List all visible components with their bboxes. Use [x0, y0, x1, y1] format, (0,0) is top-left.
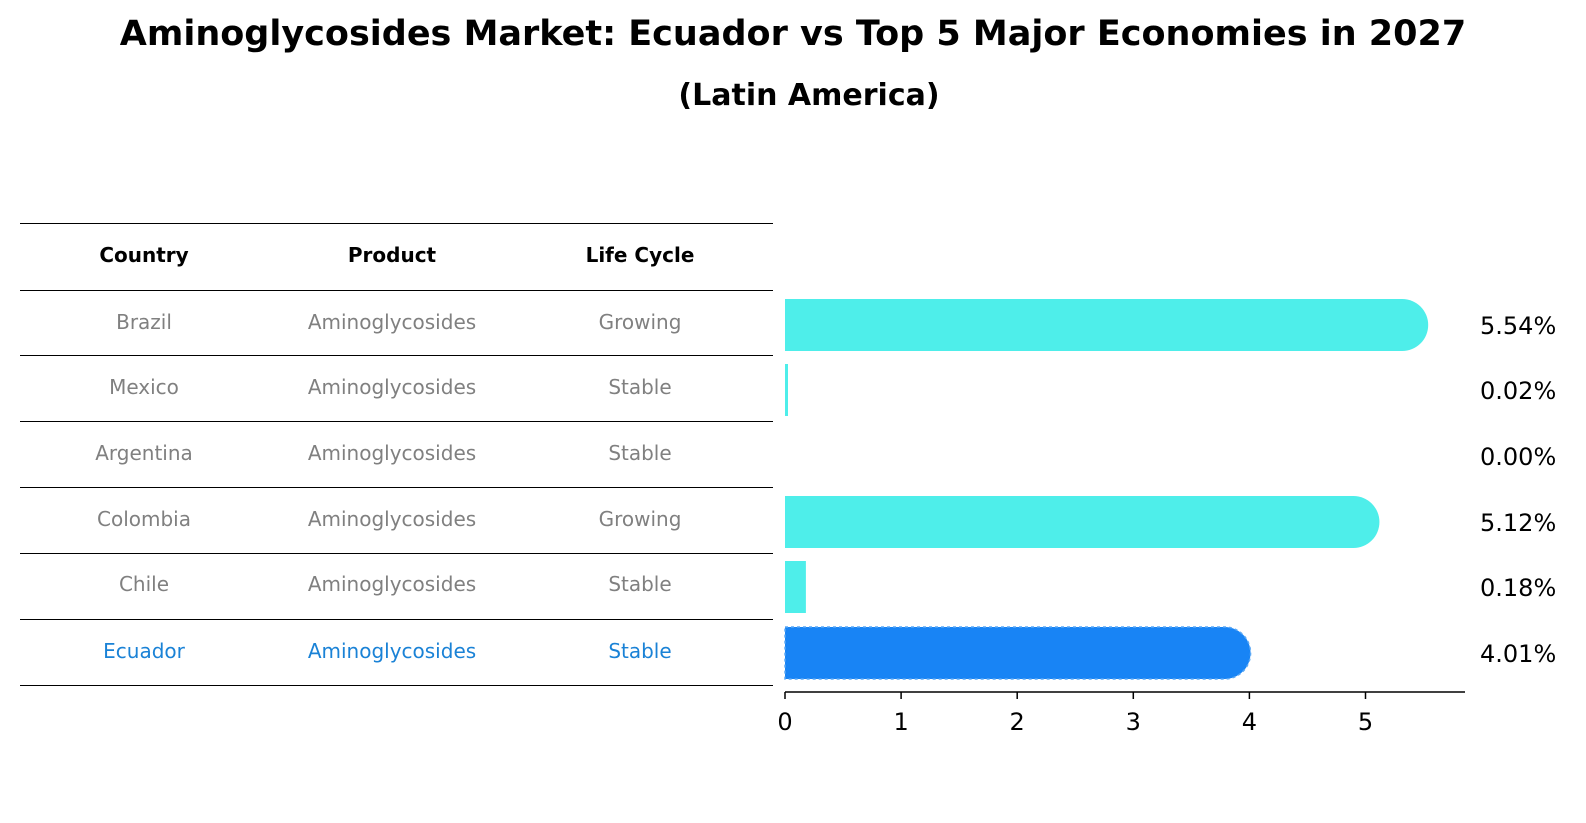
table-cell: Mexico: [109, 375, 179, 399]
table-cell: Stable: [608, 639, 672, 663]
x-tick-label: 4: [1242, 708, 1257, 736]
bar-brazil: [785, 299, 1429, 351]
table-cell: Brazil: [116, 310, 172, 334]
table-cell: Aminoglycosides: [307, 441, 477, 465]
x-tick-label: 2: [1010, 708, 1025, 736]
table-rule: [20, 553, 773, 555]
table-cell: Aminoglycosides: [307, 639, 477, 663]
chart-subtitle: (Latin America): [678, 78, 940, 113]
bar-colombia: [785, 496, 1380, 548]
table-cell: Colombia: [97, 507, 191, 531]
table-header: Life Cycle: [585, 243, 695, 267]
table-cell: Stable: [608, 572, 672, 596]
table-rule: [20, 355, 773, 357]
table-cell: Growing: [598, 507, 682, 531]
table-cell: Stable: [608, 441, 672, 465]
table-cell: Aminoglycosides: [307, 375, 477, 399]
x-tick-label: 0: [777, 708, 792, 736]
x-tick-label: 5: [1358, 708, 1373, 736]
bar-chile: [785, 561, 806, 613]
table-cell: Argentina: [95, 441, 193, 465]
table-rule: [20, 421, 773, 423]
bar-value-label: 0.18%: [1480, 574, 1556, 602]
x-tick-label: 1: [893, 708, 908, 736]
x-tick-label: 3: [1126, 708, 1141, 736]
table-cell: Aminoglycosides: [307, 572, 477, 596]
table-cell: Ecuador: [103, 639, 185, 663]
table-cell: Aminoglycosides: [307, 310, 477, 334]
bar-value-label: 4.01%: [1480, 640, 1556, 668]
table-cell: Chile: [118, 572, 170, 596]
chart-title: Aminoglycosides Market: Ecuador vs Top 5…: [119, 14, 1467, 54]
table-rule: [20, 685, 773, 687]
table-header: Product: [347, 243, 437, 267]
bar-value-label: 5.12%: [1480, 509, 1556, 537]
bar-value-label: 0.02%: [1480, 377, 1556, 405]
table-cell: Stable: [608, 375, 672, 399]
bar-mexico: [785, 364, 788, 416]
table-cell: Growing: [598, 310, 682, 334]
table-rule: [20, 619, 773, 621]
bar-value-label: 5.54%: [1480, 312, 1556, 340]
table-header: Country: [99, 243, 189, 267]
bar-value-label: 0.00%: [1480, 443, 1556, 471]
bar-ecuador: [784, 626, 1252, 680]
table-cell: Aminoglycosides: [307, 507, 477, 531]
table-rule: [20, 290, 773, 292]
table-rule: [20, 487, 773, 489]
table-rule: [20, 223, 773, 225]
